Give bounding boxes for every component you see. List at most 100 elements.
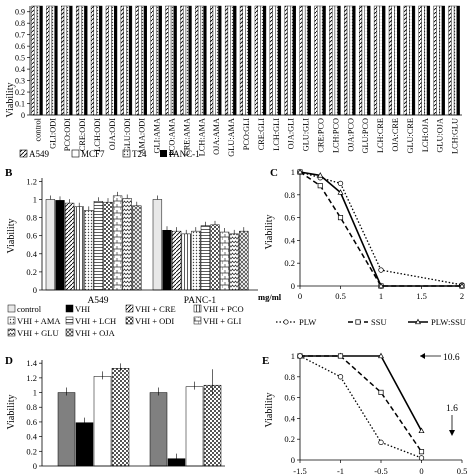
panel-a-bar — [81, 5, 85, 116]
panel-a-chart: Viability 0 0.1 0.2 0.3 0.4 0.5 0.6 0.7 0.8 0.9 c… — [5, 5, 462, 159]
panel-b-bar — [191, 230, 201, 291]
panel-a-bar — [141, 5, 145, 116]
panel-a-bar — [78, 5, 82, 116]
panel-e-xtick-label: -1 — [337, 466, 344, 474]
panel-c-point — [337, 189, 344, 195]
panel-b-legend-label: VHI + GLI — [203, 316, 241, 326]
panel-a-bar — [105, 5, 109, 116]
panel-a-bar — [448, 5, 452, 116]
panel-c-point — [297, 168, 303, 175]
panel-b-legend-swatch — [7, 316, 16, 325]
panel-a-y-axis: 0 0.1 0.2 0.3 0.4 0.5 0.6 0.7 0.8 0.9 — [15, 8, 30, 120]
panel-d-ytick-label: 0 — [33, 461, 37, 471]
panel-a-bar — [382, 5, 386, 116]
panel-a-bar — [84, 5, 88, 116]
panel-a-bar — [426, 5, 431, 116]
panel-b-legend-swatch — [7, 304, 16, 313]
panel-a-bar — [352, 5, 356, 116]
panel-a-bar — [275, 5, 279, 116]
panel-e-annotations: 10.6 1.6 — [420, 353, 460, 436]
panel-b-legend-label: control — [17, 304, 42, 314]
panel-e-series-line — [300, 355, 423, 453]
panel-b-bar — [112, 195, 123, 291]
panel-c-xtick-label: 0 — [298, 291, 302, 301]
panel-a-bar — [421, 5, 425, 116]
panel-e-point — [378, 352, 384, 359]
panel-a-bar — [254, 5, 258, 116]
panel-a-category-label: OJA:ODI — [108, 118, 117, 151]
panel-a-ytick-label: 0.2 — [15, 88, 25, 97]
panel-a-category-label: CRE:ODI — [78, 118, 87, 151]
panel-b-legend-swatch — [125, 316, 134, 325]
panel-a-bar — [120, 5, 124, 116]
panel-c-legend: PLW SSU PLW:SSU — [276, 317, 466, 327]
panel-a-bar — [114, 5, 118, 116]
panel-a-bar — [418, 5, 422, 116]
panel-b-bar — [45, 199, 56, 291]
panel-a-bar — [346, 5, 351, 116]
panel-a-bar — [218, 5, 222, 116]
panel-a-category-label: GLU:ODI — [123, 118, 132, 152]
panel-a-bar — [168, 5, 172, 116]
panel-a-bar — [227, 5, 231, 116]
panel-a-bar — [99, 5, 103, 116]
panel-a-bar — [373, 5, 378, 116]
panel-a-category-label: CRE:PCO — [316, 118, 325, 153]
panel-a-bar — [317, 5, 321, 116]
panel-e-ytick-label: 1 — [291, 351, 295, 361]
panel-b-chart: B Viability 0 0.2 0.4 0.6 0.8 1 1.2 A549 PANC-… — [5, 167, 258, 338]
panel-a-bar — [376, 5, 380, 116]
annotation-arrowhead-1-6 — [449, 430, 455, 436]
panel-a-bar — [441, 5, 445, 116]
panel-b-legend-swatch — [193, 304, 202, 313]
panel-c-xlabel: mg/ml — [258, 292, 282, 302]
panel-e-letter: E — [262, 355, 269, 367]
panel-d-y-axis: 0 0.2 0.4 0.6 0.8 1 1.2 1.4 — [26, 358, 42, 471]
panel-a-bar — [36, 5, 40, 116]
panel-a-bar — [153, 5, 157, 116]
panel-c-point — [459, 282, 465, 289]
panel-b-bar — [132, 205, 142, 291]
panel-a-bar — [409, 5, 413, 116]
panel-a-category-label: LCH:ODI — [93, 118, 102, 152]
panel-d-ytick-label: 0.6 — [26, 417, 37, 427]
legend-label-t24: T24 — [132, 149, 147, 159]
panel-c-xtick-label: 1 — [379, 291, 383, 301]
panel-a-bar — [272, 5, 276, 116]
panel-b-ytick-label: 0.2 — [26, 267, 37, 277]
panel-a-bar — [165, 5, 169, 116]
panel-a-bar — [185, 5, 189, 116]
panel-b-ytick-label: 1 — [33, 194, 37, 204]
panel-c-legend-label: SSU — [371, 317, 387, 327]
panel-b-legend-label: VHI + LCH — [75, 316, 116, 326]
panel-c-point — [337, 180, 344, 187]
panel-a-bars — [31, 5, 460, 116]
panel-b-bar — [171, 230, 182, 291]
panel-c-legend-marker — [283, 319, 289, 325]
panel-b-category-panc1: PANC-1 — [184, 296, 217, 306]
panel-a-category-label: CRE:GLI — [257, 118, 266, 151]
panel-c-legend-label: PLW — [299, 317, 316, 327]
panel-a-bar — [287, 5, 291, 116]
panel-b-bar — [122, 198, 132, 291]
panel-a-bar — [453, 5, 458, 116]
panel-a-bar — [128, 5, 133, 116]
panel-a-bar — [135, 5, 139, 116]
panel-a-bar — [69, 5, 73, 116]
panel-a-bar — [260, 5, 264, 116]
panel-a-category-label: CRE:AMA — [182, 118, 191, 156]
panel-a-bar — [239, 5, 244, 116]
panel-a-bar — [364, 5, 368, 116]
panel-a-bar — [456, 5, 460, 116]
panel-a-bar — [210, 5, 214, 116]
panel-b-legend-swatch — [65, 304, 74, 313]
panel-a-bar — [436, 5, 440, 116]
panel-a-category-label: GLI:ODI — [48, 118, 57, 149]
panel-c-ytick-label: 0.4 — [284, 235, 295, 245]
panel-a-bar — [334, 5, 338, 116]
panel-c-point — [378, 282, 384, 289]
panel-a-bar — [406, 5, 410, 116]
panel-e-axes: 0 0.2 0.4 0.6 0.8 1 -1.5 -1 -0.5 0 0.5 — [284, 351, 467, 474]
panel-b-bars — [45, 191, 249, 291]
